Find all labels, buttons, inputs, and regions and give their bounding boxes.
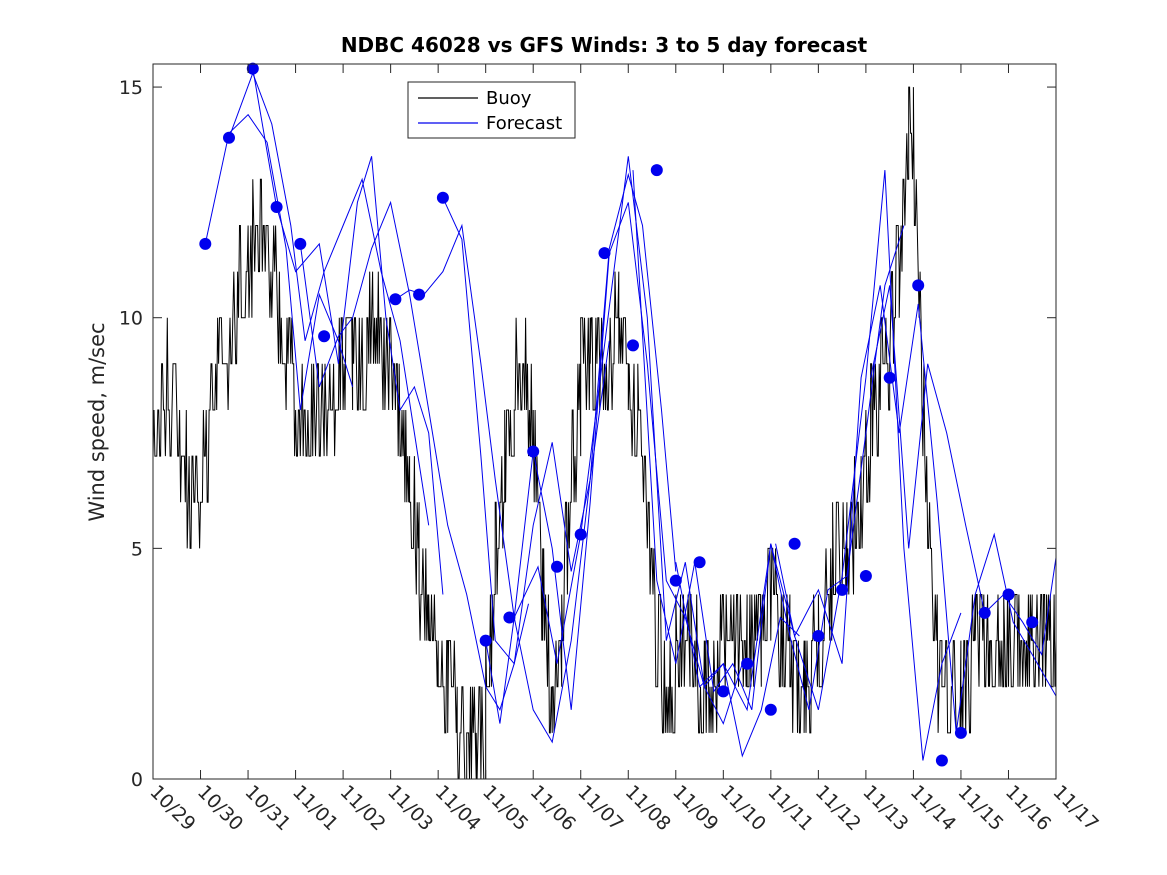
y-tick-label-3: 15: [119, 77, 143, 99]
series-forecast-run-11: [870, 285, 1057, 656]
legend: Buoy Forecast: [407, 81, 576, 139]
forecast-marker-10: [503, 611, 516, 624]
forecast-marker-23: [812, 630, 825, 642]
chart-title: NDBC 46028 vs GFS Winds: 3 to 5 day fore…: [341, 33, 868, 57]
y-axis-ticks: 0 5 10 15: [119, 77, 1056, 791]
forecast-marker-18: [693, 556, 706, 569]
y-tick-label-2: 10: [119, 308, 143, 330]
forecast-marker-5: [318, 330, 331, 343]
legend-label-forecast: Forecast: [486, 113, 562, 134]
forecast-marker-22: [788, 537, 801, 550]
forecast-marker-21: [764, 703, 777, 716]
forecast-marker-4: [294, 237, 307, 250]
forecast-marker-32: [1026, 616, 1039, 629]
forecast-marker-17: [669, 574, 682, 587]
series-layer: [152, 68, 1057, 780]
forecast-marker-0: [199, 237, 212, 250]
forecast-marker-29: [954, 726, 967, 739]
forecast-marker-15: [627, 339, 639, 352]
forecast-marker-19: [717, 685, 730, 698]
series-forecast-run-5: [442, 172, 677, 665]
axes-box: [152, 63, 1057, 780]
forecast-marker-13: [574, 528, 587, 541]
axes: [152, 63, 1057, 780]
series-forecast-run-9: [675, 170, 962, 761]
forecast-marker-31: [1002, 588, 1015, 601]
forecast-marker-3: [270, 201, 283, 213]
forecast-marker-9: [479, 634, 492, 647]
forecast-marker-20: [741, 657, 754, 670]
series-forecast-run-2: [252, 68, 444, 595]
forecast-marker-12: [551, 560, 563, 573]
forecast-marker-7: [413, 288, 426, 301]
y-tick-label-0: 0: [131, 769, 143, 791]
y-tick-label-1: 5: [131, 538, 143, 560]
series-forecast-run-7: [513, 156, 800, 758]
series-forecast-run-3: [299, 200, 529, 712]
plot-background: [153, 64, 1056, 779]
forecast-marker-28: [935, 754, 948, 767]
series-buoy-line: [152, 86, 1057, 780]
forecast-marker-1: [223, 131, 235, 144]
forecast-marker-11: [527, 445, 540, 458]
forecast-marker-30: [978, 606, 991, 619]
forecast-markers: [199, 62, 1039, 767]
forecast-marker-25: [859, 570, 872, 582]
plot-area: [153, 64, 1056, 779]
legend-label-buoy: Buoy: [486, 88, 532, 109]
y-axis-label: Wind speed, m/sec: [85, 322, 109, 521]
series-forecast-run-1: [228, 71, 430, 526]
forecast-marker-26: [883, 371, 896, 384]
forecast-marker-27: [912, 279, 925, 292]
legend-box: [407, 81, 576, 139]
forecast-marker-14: [598, 247, 611, 260]
forecast-marker-6: [389, 293, 402, 306]
forecast-marker-24: [836, 583, 849, 596]
forecast-marker-8: [436, 191, 449, 204]
forecast-marker-2: [246, 62, 259, 75]
forecast-marker-16: [650, 164, 663, 177]
